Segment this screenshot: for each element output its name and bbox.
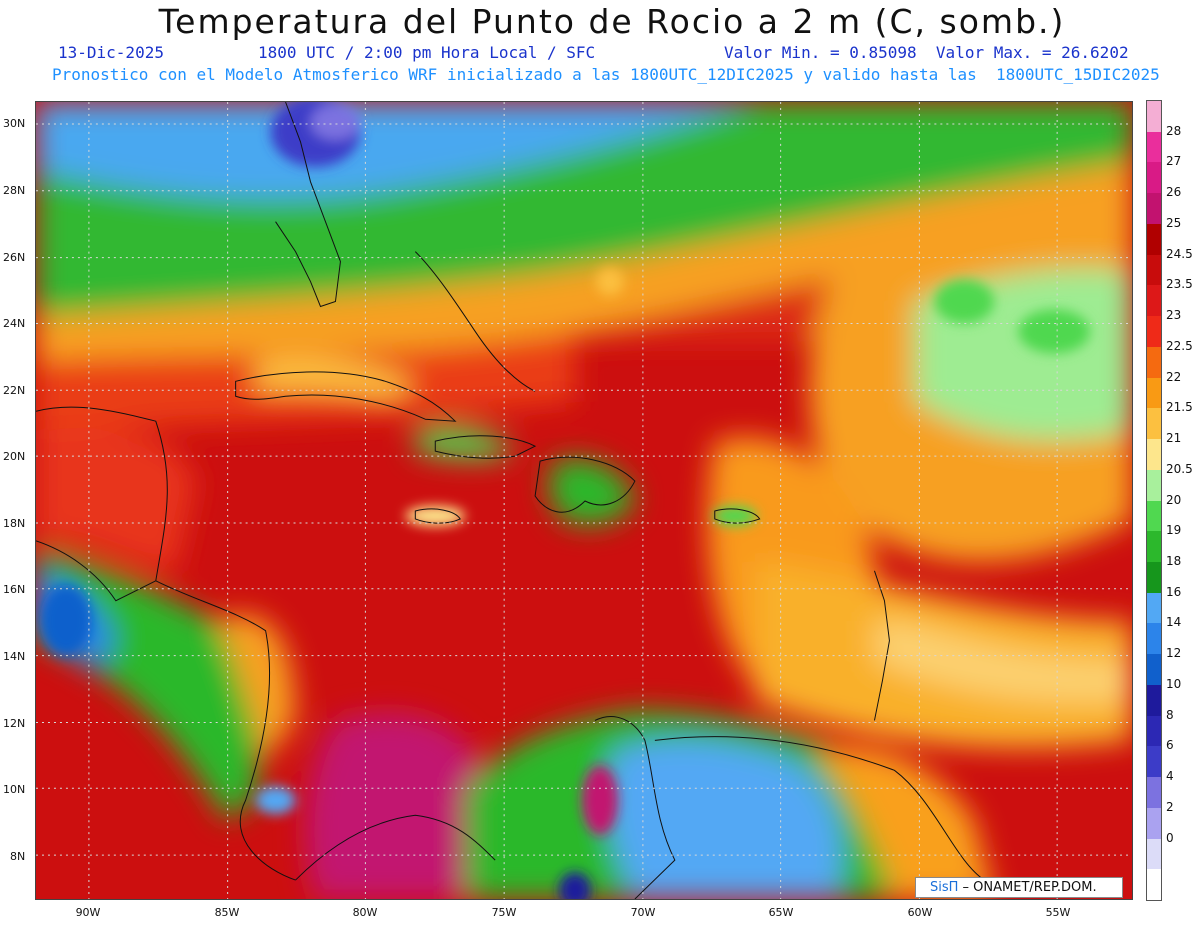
colorbar-label: 6 <box>1166 738 1174 753</box>
forecast-time: 1800 UTC / 2:00 pm Hora Local / SFC <box>258 43 596 62</box>
colorbar-band <box>1147 715 1161 747</box>
colorbar-band <box>1147 316 1161 348</box>
colorbar-label: 4 <box>1166 769 1174 784</box>
colorbar-label: 23 <box>1166 308 1182 323</box>
model-description: Pronostico con el Modelo Atmosferico WRF… <box>52 65 1160 84</box>
colorbar-label: 8 <box>1166 707 1174 722</box>
lon-label: 65W <box>768 906 794 919</box>
lon-label: 85W <box>214 906 240 919</box>
dewpoint-map <box>35 101 1133 900</box>
lat-label: 24N <box>3 317 26 330</box>
colorbar-label: 0 <box>1166 830 1174 845</box>
colorbar-band <box>1147 469 1161 501</box>
credit-box: SisΠ – ONAMET/REP.DOM. <box>915 877 1123 898</box>
colorbar-label: 24.5 <box>1166 246 1193 261</box>
colorbar-label: 10 <box>1166 676 1182 691</box>
lat-label: 18N <box>3 517 26 530</box>
colorbar-band <box>1147 408 1161 440</box>
colorbar-label: 27 <box>1166 154 1182 169</box>
colorbar-band <box>1147 807 1161 840</box>
lon-label: 70W <box>630 906 656 919</box>
colorbar-band <box>1147 377 1161 409</box>
lat-label: 14N <box>3 650 26 663</box>
colorbar-band <box>1147 531 1161 563</box>
lat-label: 30N <box>3 117 26 130</box>
colorbar-label: 22.5 <box>1166 338 1193 353</box>
colorbar-band <box>1147 131 1161 163</box>
colorbar-band <box>1147 838 1161 870</box>
forecast-date: 13-Dic-2025 <box>58 43 164 62</box>
lat-label: 12N <box>3 717 26 730</box>
colorbar-band <box>1147 654 1161 686</box>
colorbar-band <box>1147 869 1161 901</box>
colorbar-label: 25 <box>1166 215 1182 230</box>
lat-label: 28N <box>3 184 26 197</box>
colorbar-band <box>1147 193 1161 225</box>
coastlines <box>36 102 985 899</box>
colorbar-label: 23.5 <box>1166 277 1193 292</box>
colorbar-label: 28 <box>1166 123 1182 138</box>
colorbar-label: 20 <box>1166 492 1182 507</box>
colorbar-band <box>1147 500 1161 532</box>
lat-label: 26N <box>3 251 26 264</box>
map-title: Temperatura del Punto de Rocio a 2 m (C,… <box>158 2 1066 41</box>
lat-label: 8N <box>10 850 26 863</box>
lon-label: 60W <box>907 906 933 919</box>
colorbar-band <box>1147 592 1161 624</box>
colorbar-band <box>1147 254 1161 286</box>
colorbar-band <box>1147 561 1161 594</box>
colorbar-label: 21.5 <box>1166 400 1193 415</box>
lon-label: 75W <box>491 906 517 919</box>
colorbar-label: 20.5 <box>1166 461 1193 476</box>
lon-label: 90W <box>75 906 101 919</box>
colorbar-label: 22 <box>1166 369 1182 384</box>
sispi-logo: SisΠ <box>930 880 959 895</box>
lon-label: 80W <box>352 906 378 919</box>
colorbar-band <box>1147 346 1161 379</box>
lat-label: 20N <box>3 450 26 463</box>
graticule <box>36 102 1132 899</box>
colorbar-label: 14 <box>1166 615 1182 630</box>
dewpoint-detail <box>39 102 1091 899</box>
min-max-values: Valor Min. = 0.85098 Valor Max. = 26.620… <box>724 43 1129 62</box>
colorbar-band <box>1147 684 1161 717</box>
colorbar-label: 16 <box>1166 584 1182 599</box>
colorbar-band <box>1147 746 1161 778</box>
colorbar-band <box>1147 285 1161 317</box>
colorbar-band <box>1147 101 1161 133</box>
colorbar-label: 21 <box>1166 431 1182 446</box>
colorbar-label: 26 <box>1166 185 1182 200</box>
lat-label: 16N <box>3 583 26 596</box>
colorbar-label: 18 <box>1166 553 1182 568</box>
lat-label: 10N <box>3 783 26 796</box>
colorbar-band <box>1147 162 1161 194</box>
credit-text: – ONAMET/REP.DOM. <box>958 880 1097 895</box>
colorbar-band <box>1147 623 1161 655</box>
colorbar <box>1146 100 1162 901</box>
lon-label: 55W <box>1045 906 1071 919</box>
colorbar-label: 12 <box>1166 646 1182 661</box>
colorbar-band <box>1147 223 1161 256</box>
lat-label: 22N <box>3 384 26 397</box>
colorbar-label: 19 <box>1166 523 1182 538</box>
colorbar-band <box>1147 777 1161 809</box>
colorbar-label: 2 <box>1166 799 1174 814</box>
colorbar-band <box>1147 439 1161 471</box>
